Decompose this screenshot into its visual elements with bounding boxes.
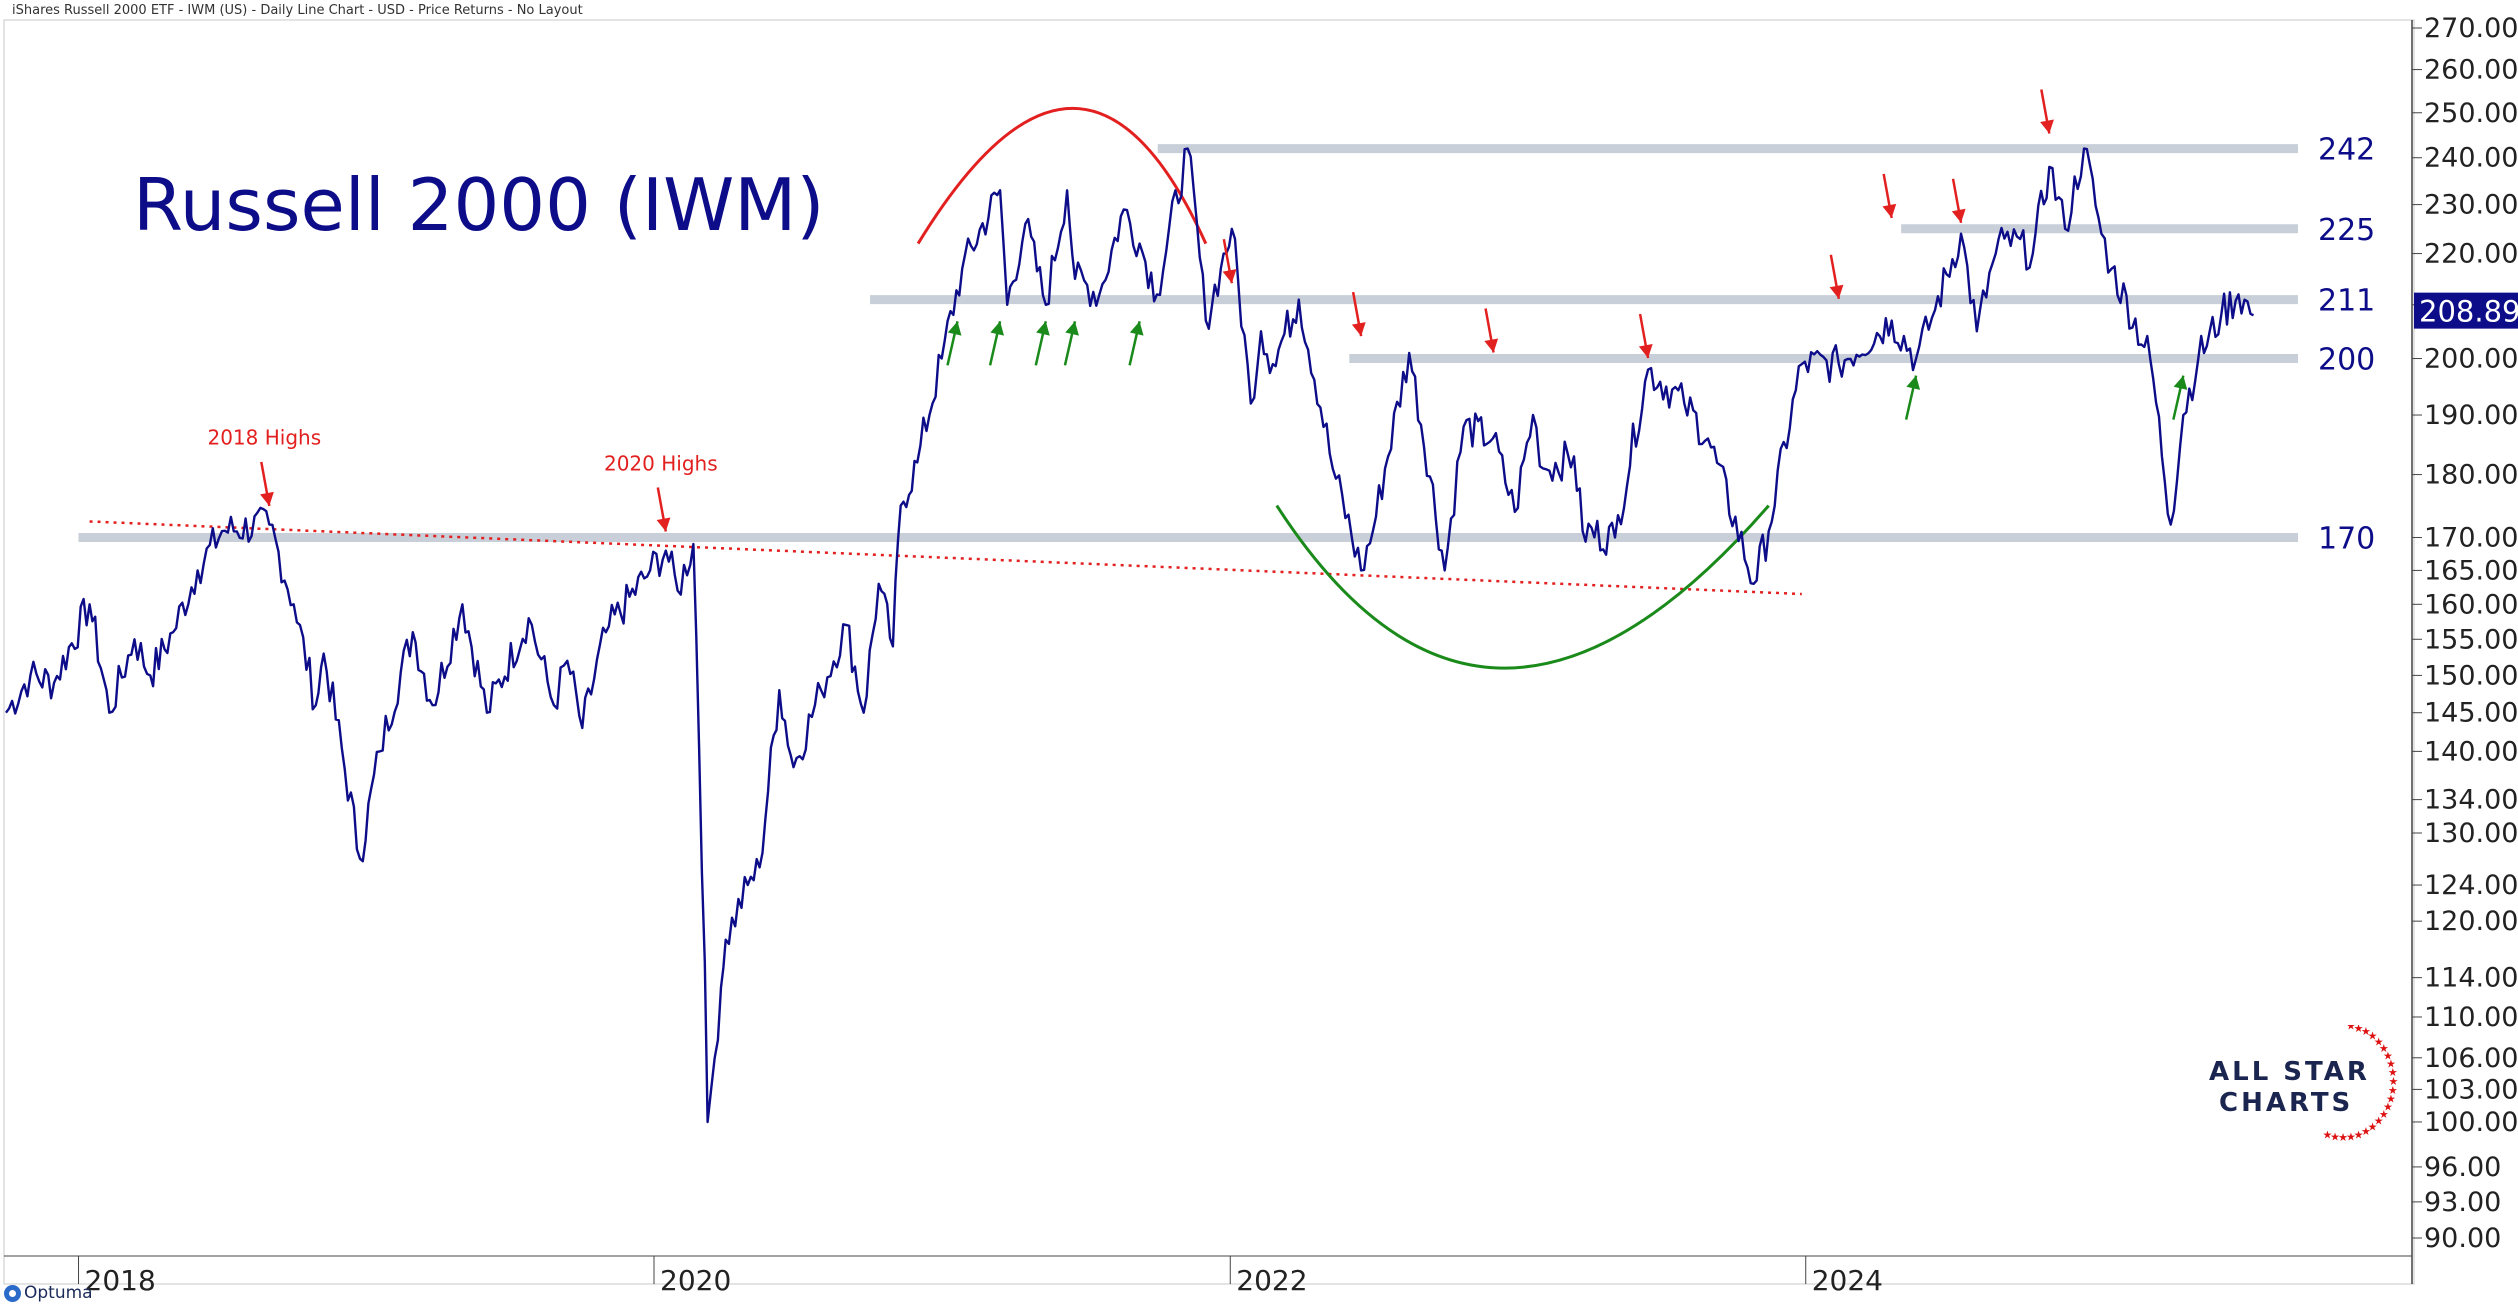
y-tick-label: 110.00 [2424,1002,2518,1033]
star-icon: ★ [2388,1067,2398,1079]
x-tick-label: 2018 [85,1264,156,1297]
last-value-label: 208.89 [2419,295,2518,329]
star-icon: ★ [2346,1131,2356,1143]
y-tick-label: 100.00 [2424,1107,2518,1138]
y-tick-label: 150.00 [2424,660,2518,691]
level-label-225: 225 [2318,213,2375,248]
y-tick-label: 103.00 [2424,1074,2518,1105]
star-icon: ★ [2388,1085,2398,1097]
y-tick-label: 200.00 [2424,344,2518,375]
star-icon: ★ [2322,1129,2332,1141]
y-tick-label: 165.00 [2424,555,2518,586]
y-tick-label: 93.00 [2424,1187,2501,1218]
level-label-242: 242 [2318,133,2375,168]
red-arrow-8-head [1951,208,1966,223]
y-tick-label: 145.00 [2424,698,2518,729]
arc-green [1275,504,1770,670]
y-tick-label: 240.00 [2424,143,2518,174]
star-icon: ★ [2368,1031,2378,1043]
chart-header: iShares Russell 2000 ETF - IWM (US) - Da… [12,3,583,18]
star-icon: ★ [2374,1116,2384,1128]
all-star-charts-logo: ★ ★ ★ ★ ★ ★ ★ ★ ★ ★ ★ ★ ★ ★ ★ ★ ★ ★ ★ ★ ★ ★ ALL STAR CHARTS [2195,1025,2415,1145]
chart-title: Russell 2000 (IWM) [133,163,825,247]
green-arrow-4-head [1129,321,1144,336]
star-icon: ★ [2354,1025,2364,1035]
level-label-211: 211 [2318,284,2375,319]
last-value-badge [2414,292,2518,329]
star-icon: ★ [2374,1036,2384,1048]
star-icon: ★ [2388,1076,2398,1088]
red-arrow-1-head [656,517,671,532]
y-tick-label: 270.00 [2424,13,2518,44]
star-icon: ★ [2379,1043,2389,1055]
x-tick-label: 2024 [1812,1264,1883,1297]
y-tick-label: 124.00 [2424,870,2518,901]
y-tick-label: 140.00 [2424,736,2518,767]
green-arrow-5-head [1906,375,1921,390]
green-arrow-6-head [2173,375,2188,390]
star-icon: ★ [2330,1131,2340,1143]
y-tick-label: 96.00 [2424,1152,2501,1183]
price-line [5,147,2255,1124]
star-icon: ★ [2383,1101,2393,1113]
green-arrow-2-head [1036,321,1050,336]
level-label-170: 170 [2318,522,2375,557]
optuma-logo-icon [4,1284,21,1302]
y-tick-label: 190.00 [2424,400,2518,431]
y-tick-label: 114.00 [2424,963,2518,994]
y-tick-label: 260.00 [2424,55,2518,86]
red-arrow-9-head [2040,119,2054,134]
y-tick-label: 134.00 [2424,785,2518,816]
green-arrow-3-head [1065,321,1079,336]
brand-line-1: ALL STAR [2209,1057,2370,1087]
red-arrow-0-head [260,491,274,506]
y-tick-label: 170.00 [2424,523,2518,554]
star-icon: ★ [2361,1126,2371,1138]
optuma-logo: Optuma [4,1283,93,1303]
star-icon: ★ [2368,1121,2378,1133]
star-icon: ★ [2346,1025,2356,1033]
trendline [89,520,1802,596]
star-icon: ★ [2338,1132,2348,1144]
annotation-2018-highs: 2018 Highs [207,426,321,450]
y-tick-label: 160.00 [2424,589,2518,620]
red-arrow-2-head [1222,269,1237,284]
red-arrow-5-head [1638,344,1653,359]
x-tick-label: 2020 [660,1264,731,1297]
star-icon: ★ [2386,1093,2396,1105]
arc-red [916,107,1208,245]
green-arrow-1-head [990,321,1005,336]
star-icon: ★ [2383,1051,2393,1063]
y-tick-label: 120.00 [2424,906,2518,937]
y-tick-label: 106.00 [2424,1043,2518,1074]
annotation-2020-highs: 2020 Highs [604,452,718,476]
red-arrow-4-head [1484,338,1499,353]
optuma-logo-text: Optuma [24,1283,93,1303]
y-tick-label: 180.00 [2424,460,2518,491]
x-tick-label: 2022 [1236,1264,1307,1297]
brand-line-2: CHARTS [2219,1088,2354,1118]
y-tick-label: 230.00 [2424,190,2518,221]
y-tick-label: 220.00 [2424,239,2518,270]
star-icon: ★ [2379,1109,2389,1121]
stars-ring-icon: ★★★★★★★★★★★★★★★★★★★★★★ [2322,1025,2398,1144]
red-arrow-6-head [1829,284,1844,299]
star-icon: ★ [2361,1026,2371,1038]
level-label-200: 200 [2318,343,2375,378]
y-tick-label: 90.00 [2424,1223,2501,1254]
red-arrow-7-head [1882,203,1897,218]
star-icon: ★ [2354,1129,2364,1141]
star-icon: ★ [2386,1059,2396,1071]
red-arrow-3-head [1351,322,1366,337]
y-tick-label: 250.00 [2424,98,2518,129]
y-tick-label: 155.00 [2424,624,2518,655]
green-arrow-0-head [947,321,962,336]
y-tick-label: 130.00 [2424,818,2518,849]
plot-frame [3,19,2415,1285]
